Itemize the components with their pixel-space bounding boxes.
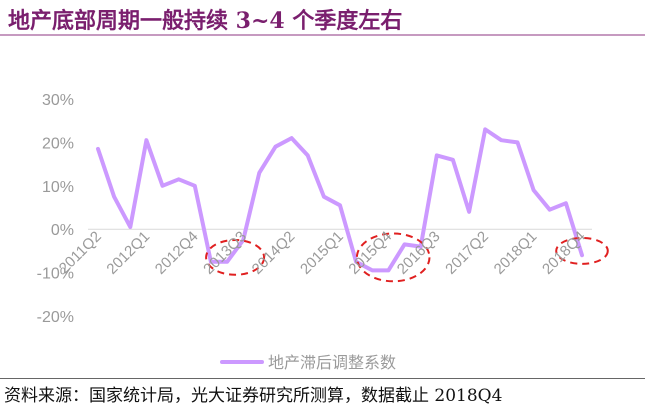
data-point xyxy=(241,238,245,242)
data-point xyxy=(225,260,229,264)
source-note: 资料来源：国家统计局，光大证券研究所测算，数据截止 2018Q4 xyxy=(4,386,503,406)
data-point xyxy=(209,260,213,264)
data-point xyxy=(112,195,116,199)
y-tick-label: 10% xyxy=(42,179,74,196)
data-point xyxy=(193,184,197,188)
y-axis: 30% 20% 10% 0% -10% -20% xyxy=(37,92,74,326)
x-axis: 2011Q22012Q12012Q42013Q32014Q22015Q12015… xyxy=(56,228,589,278)
data-point xyxy=(580,253,584,257)
data-point xyxy=(564,201,568,205)
data-point xyxy=(290,136,294,140)
highlight-ellipses xyxy=(205,232,609,283)
data-point xyxy=(402,242,407,246)
series-line-group xyxy=(96,127,584,273)
data-point xyxy=(451,158,455,162)
data-point xyxy=(144,138,148,142)
data-point xyxy=(273,145,278,149)
data-point xyxy=(467,210,471,214)
y-tick-label: 0% xyxy=(51,222,74,239)
chart-title: 地产底部周期一般持续 3~4 个季度左右 xyxy=(8,8,403,34)
legend-label: 地产滞后调整系数 xyxy=(268,354,396,372)
x-tick-label: 2015Q1 xyxy=(297,228,347,278)
source-divider xyxy=(0,378,645,379)
data-point xyxy=(128,225,132,229)
data-point xyxy=(532,188,536,192)
data-point xyxy=(177,177,181,181)
data-point xyxy=(370,268,374,272)
data-point xyxy=(483,127,487,131)
highlight-ellipse xyxy=(355,232,431,283)
data-point xyxy=(435,153,439,157)
x-tick-label: 2012Q4 xyxy=(152,228,202,278)
highlight-ellipse xyxy=(205,239,266,276)
data-point xyxy=(499,138,503,142)
x-tick-label: 2018Q1 xyxy=(491,228,541,278)
x-tick-label: 2012Q1 xyxy=(103,228,153,278)
y-tick-label: 20% xyxy=(42,135,74,152)
data-point xyxy=(96,147,100,151)
data-point xyxy=(548,208,552,212)
legend: 地产滞后调整系数 xyxy=(220,354,396,372)
data-point xyxy=(419,245,423,249)
data-point xyxy=(338,203,342,207)
y-tick-label: -20% xyxy=(37,309,74,326)
data-point xyxy=(306,153,310,157)
data-point xyxy=(257,171,261,175)
data-point xyxy=(160,184,165,188)
data-point xyxy=(386,268,390,272)
y-tick-label: -10% xyxy=(37,266,74,283)
title-divider xyxy=(0,34,645,36)
x-tick-label: 2014Q2 xyxy=(249,228,299,278)
y-tick-label: 30% xyxy=(42,92,74,109)
data-point xyxy=(322,195,326,199)
highlight-ellipse xyxy=(555,236,609,265)
data-point xyxy=(515,140,520,144)
x-tick-label: 2017Q2 xyxy=(442,228,492,278)
